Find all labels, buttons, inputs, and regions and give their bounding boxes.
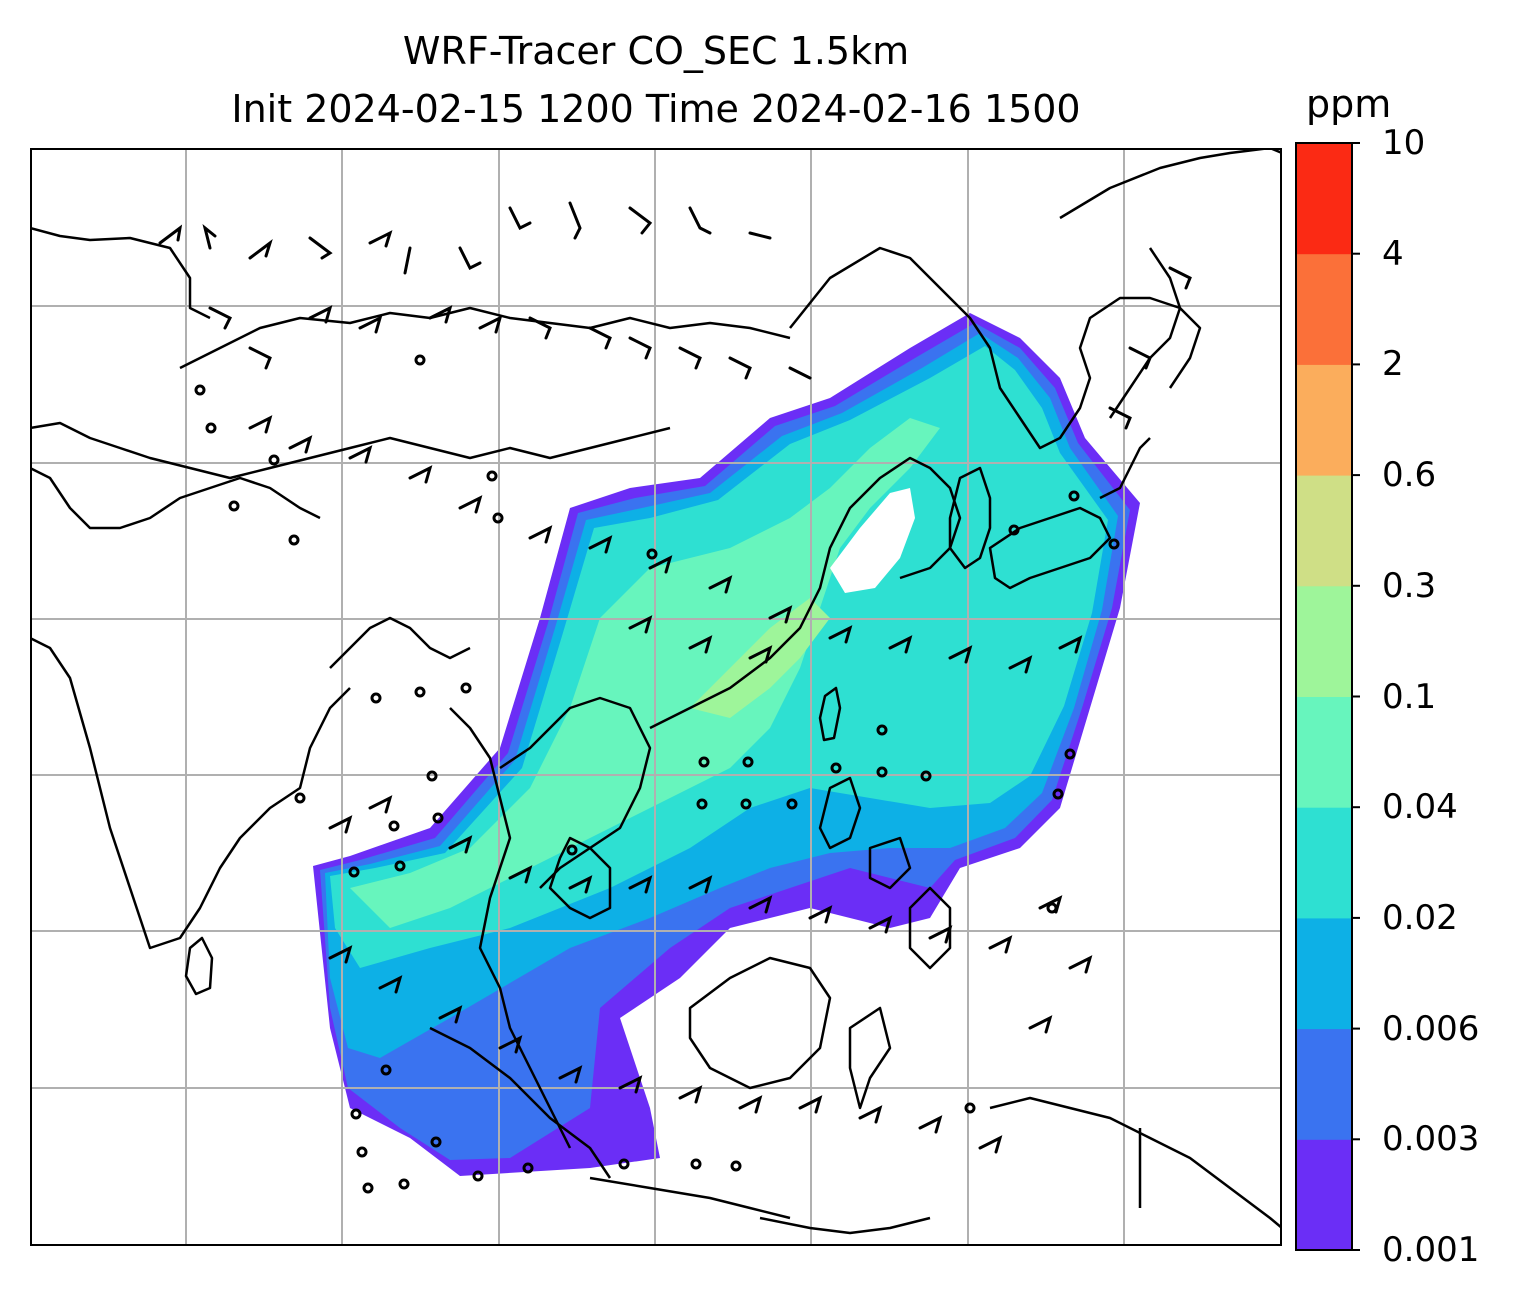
- colorbar-tick-label: 4: [1382, 233, 1404, 274]
- title-line-2: Init 2024-02-15 1200 Time 2024-02-16 150…: [231, 87, 1081, 131]
- calm-circles: [194, 354, 1120, 1194]
- colorbar-segment: [1296, 696, 1352, 808]
- colorbar-segment: [1296, 1139, 1352, 1251]
- colorbar-segment: [1296, 143, 1352, 255]
- colorbar-tick-label: 0.04: [1382, 787, 1458, 828]
- colorbar: [1295, 142, 1360, 1251]
- map-border: [30, 148, 1282, 1246]
- colorbar-tick-label: 2: [1382, 344, 1404, 385]
- colorbar-tick-label: 10: [1382, 123, 1426, 163]
- colorbar-tick-label: 0.6: [1382, 455, 1437, 496]
- tracer-contour-0.04: [350, 418, 940, 928]
- colorbar-segment: [1296, 807, 1352, 919]
- gridlines: [30, 148, 1282, 1246]
- map-panel: [30, 148, 1282, 1246]
- colorbar-tick-label: 0.006: [1382, 1008, 1480, 1049]
- wind-barbs: [158, 201, 1192, 1154]
- colorbar-segment: [1296, 585, 1352, 697]
- colorbar-segment: [1296, 917, 1352, 1030]
- tracer-field: [313, 313, 1140, 1176]
- colorbar-tick-label: 0.3: [1382, 565, 1437, 606]
- colorbar-tick-label: 0.003: [1382, 1119, 1480, 1160]
- colorbar-segment: [1296, 1028, 1352, 1140]
- colorbar-tick-label: 0.02: [1382, 897, 1458, 938]
- colorbar-tick-label: 0.1: [1382, 676, 1437, 717]
- tracer-contour-0.1: [690, 598, 830, 718]
- colorbar-segment: [1296, 364, 1352, 476]
- coastlines: [30, 148, 1282, 1235]
- colorbar-segment: [1296, 475, 1352, 587]
- colorbar-tick-label: 0.001: [1382, 1230, 1480, 1270]
- colorbar-unit: ppm: [1306, 82, 1392, 126]
- title-line-1: WRF-Tracer CO_SEC 1.5km: [402, 29, 910, 73]
- colorbar-segment: [1296, 253, 1352, 365]
- field-hole: [830, 488, 915, 593]
